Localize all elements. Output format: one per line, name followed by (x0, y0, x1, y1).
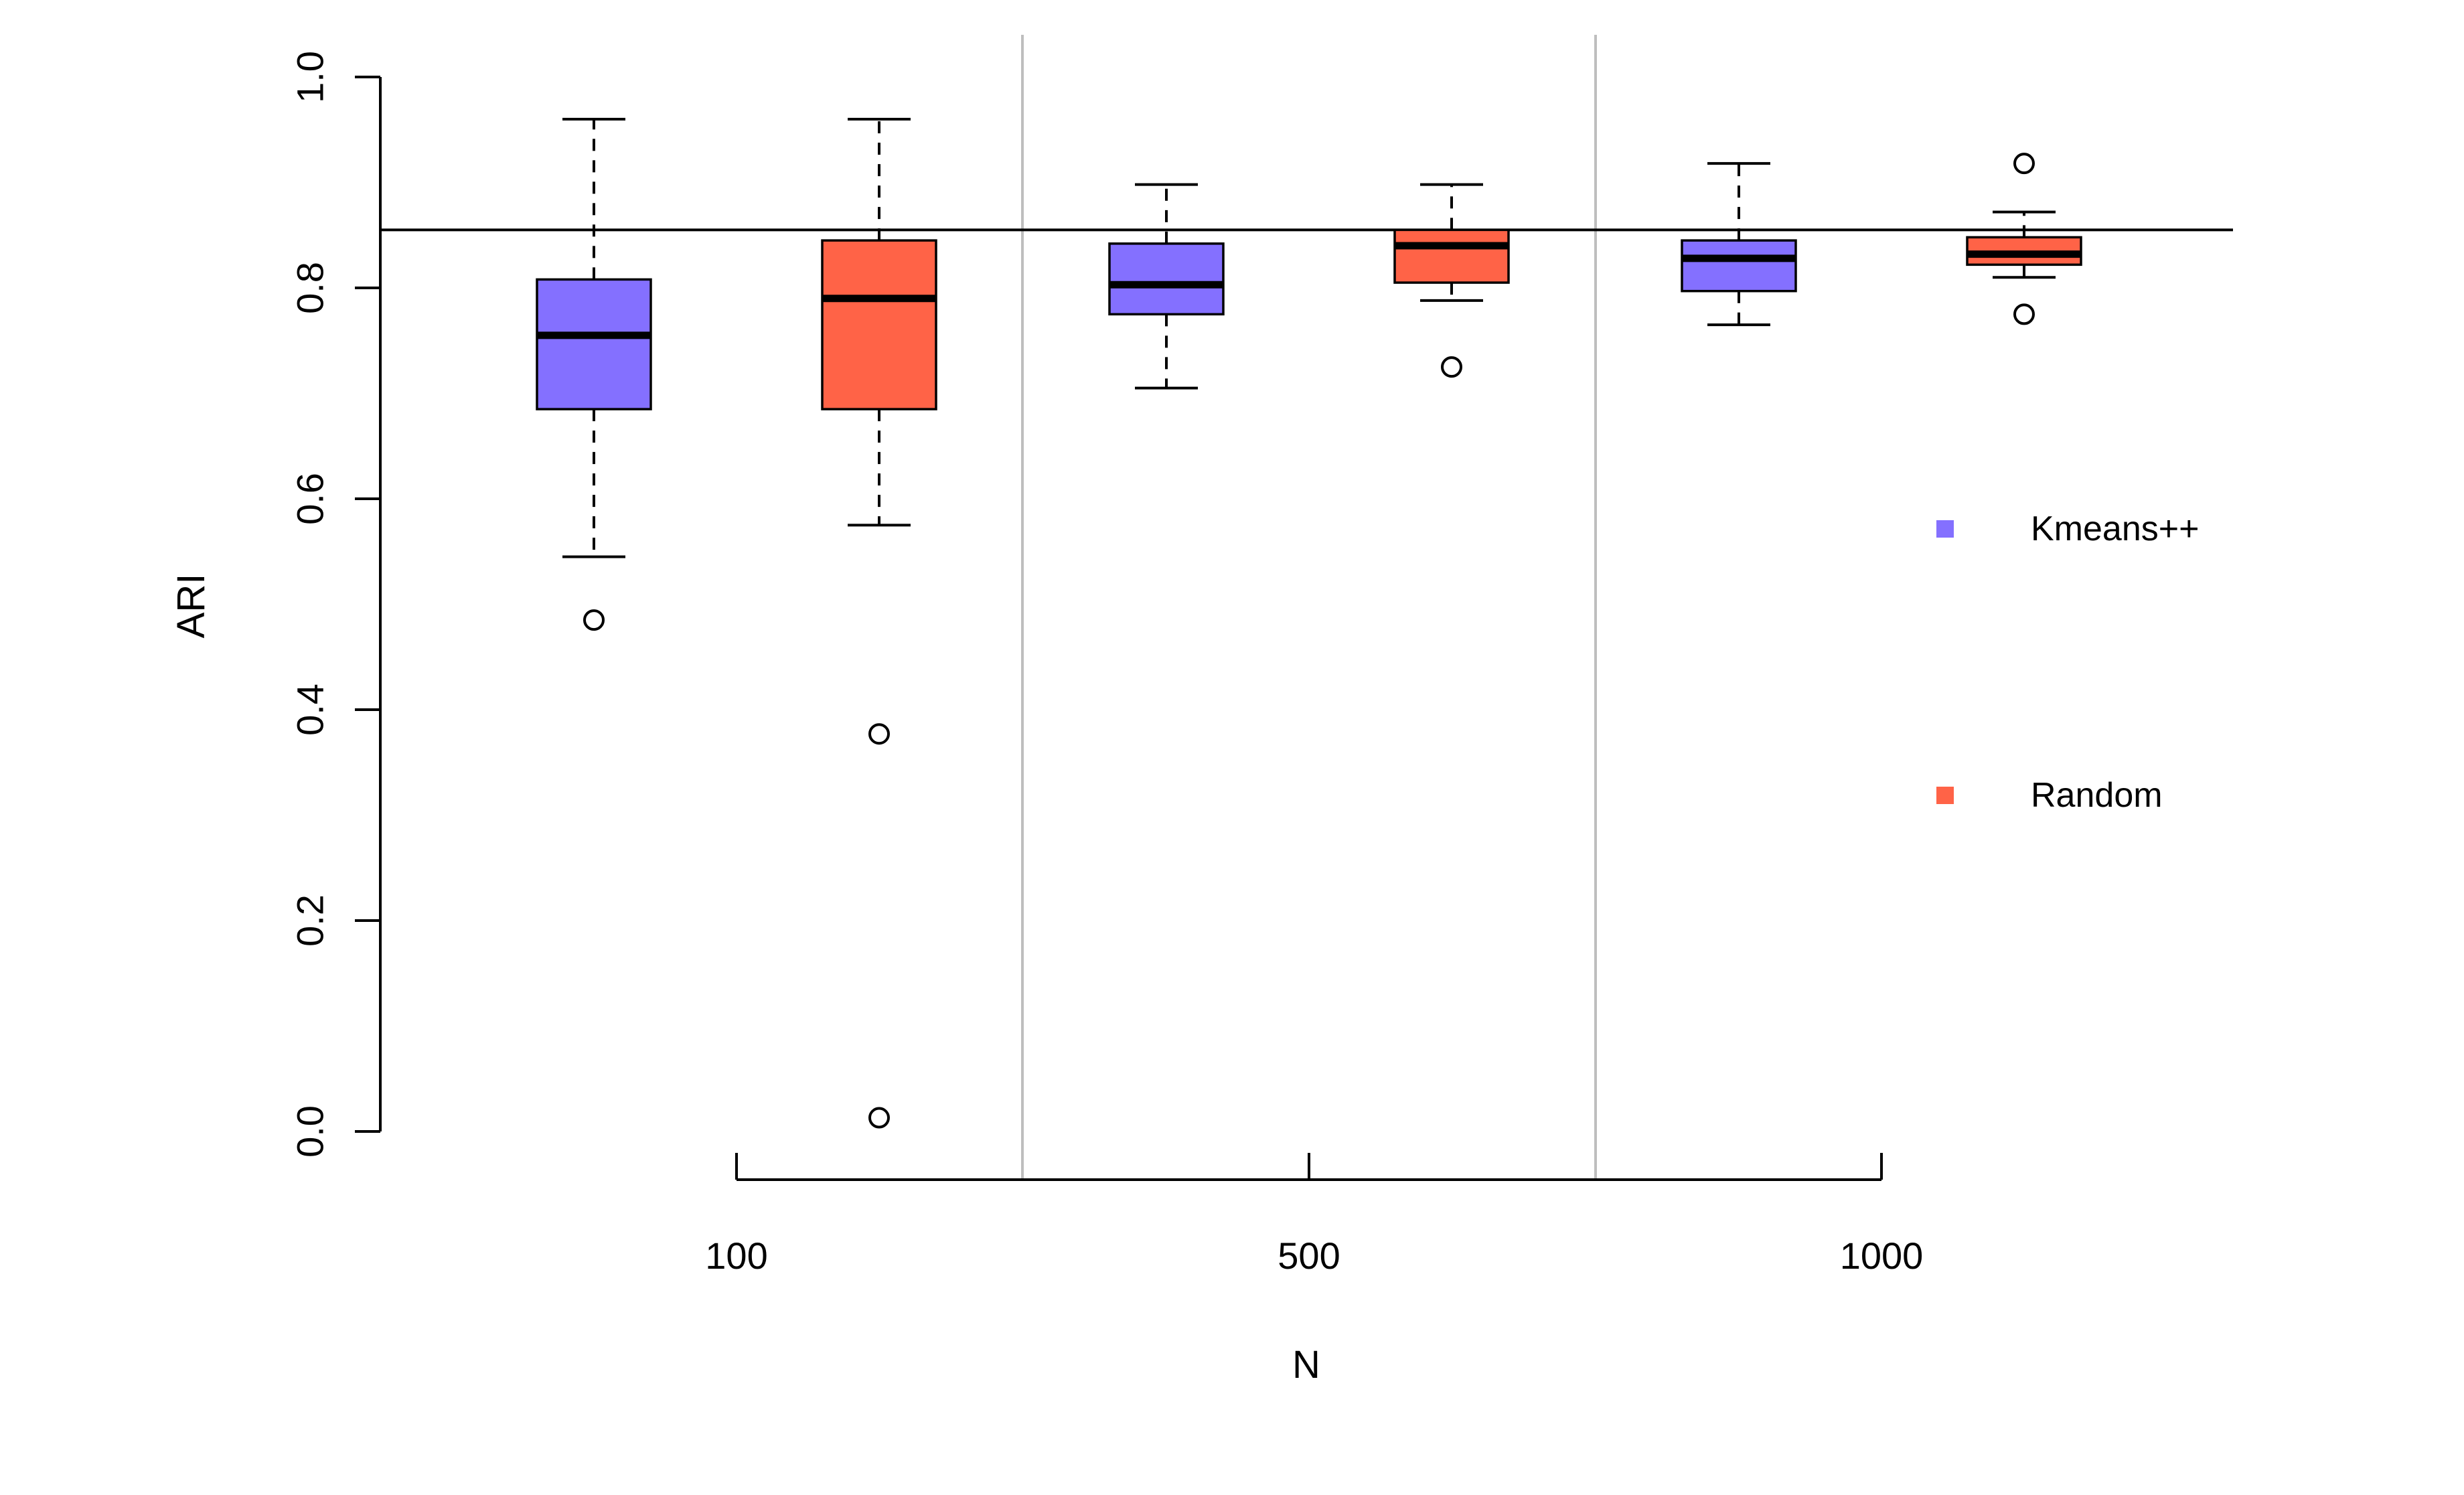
outlier-point (868, 723, 890, 745)
x-tick-label: 100 (705, 1235, 767, 1277)
legend-label: Kmeans++ (2031, 509, 2200, 548)
boxes-layer (536, 118, 2082, 1129)
y-tick-label: 1.0 (289, 51, 331, 103)
y-tick-label: 0.4 (289, 684, 331, 736)
box-random-100 (821, 118, 937, 1129)
outlier-point (2013, 153, 2035, 175)
iqr-box (1108, 242, 1225, 316)
box-random-500 (1393, 183, 1510, 378)
legend-label: Random (2031, 776, 2163, 815)
x-tick-label: 1000 (1840, 1235, 1924, 1277)
legend-swatch (1936, 520, 1954, 538)
y-tick-label: 0.6 (289, 473, 331, 525)
iqr-box (821, 239, 937, 410)
y-tick-label: 0.0 (289, 1105, 331, 1158)
outlier-point (2013, 303, 2035, 325)
y-axis-title: ARI (169, 574, 213, 639)
legend: Kmeans++ Random (1936, 509, 2200, 815)
outlier-point (1441, 356, 1462, 378)
axes-layer: 0.0 0.2 0.4 0.6 0.8 1.0 100 500 1000 (289, 51, 1924, 1277)
outlier-point (868, 1107, 890, 1129)
y-tick-label: 0.2 (289, 894, 331, 947)
box-kmeans-100 (536, 118, 652, 631)
x-axis-title: N (1292, 1343, 1320, 1387)
outlier-point (583, 609, 605, 631)
iqr-box (536, 278, 652, 410)
box-random-1000 (1966, 153, 2082, 325)
box-kmeans-500 (1108, 183, 1225, 390)
legend-swatch (1936, 787, 1954, 804)
iqr-box (1681, 239, 1797, 293)
box-kmeans-1000 (1681, 162, 1797, 327)
iqr-box (1393, 228, 1510, 284)
x-tick-label: 500 (1278, 1235, 1340, 1277)
y-tick-label: 0.8 (289, 262, 331, 314)
group-separators (1021, 35, 1597, 1180)
